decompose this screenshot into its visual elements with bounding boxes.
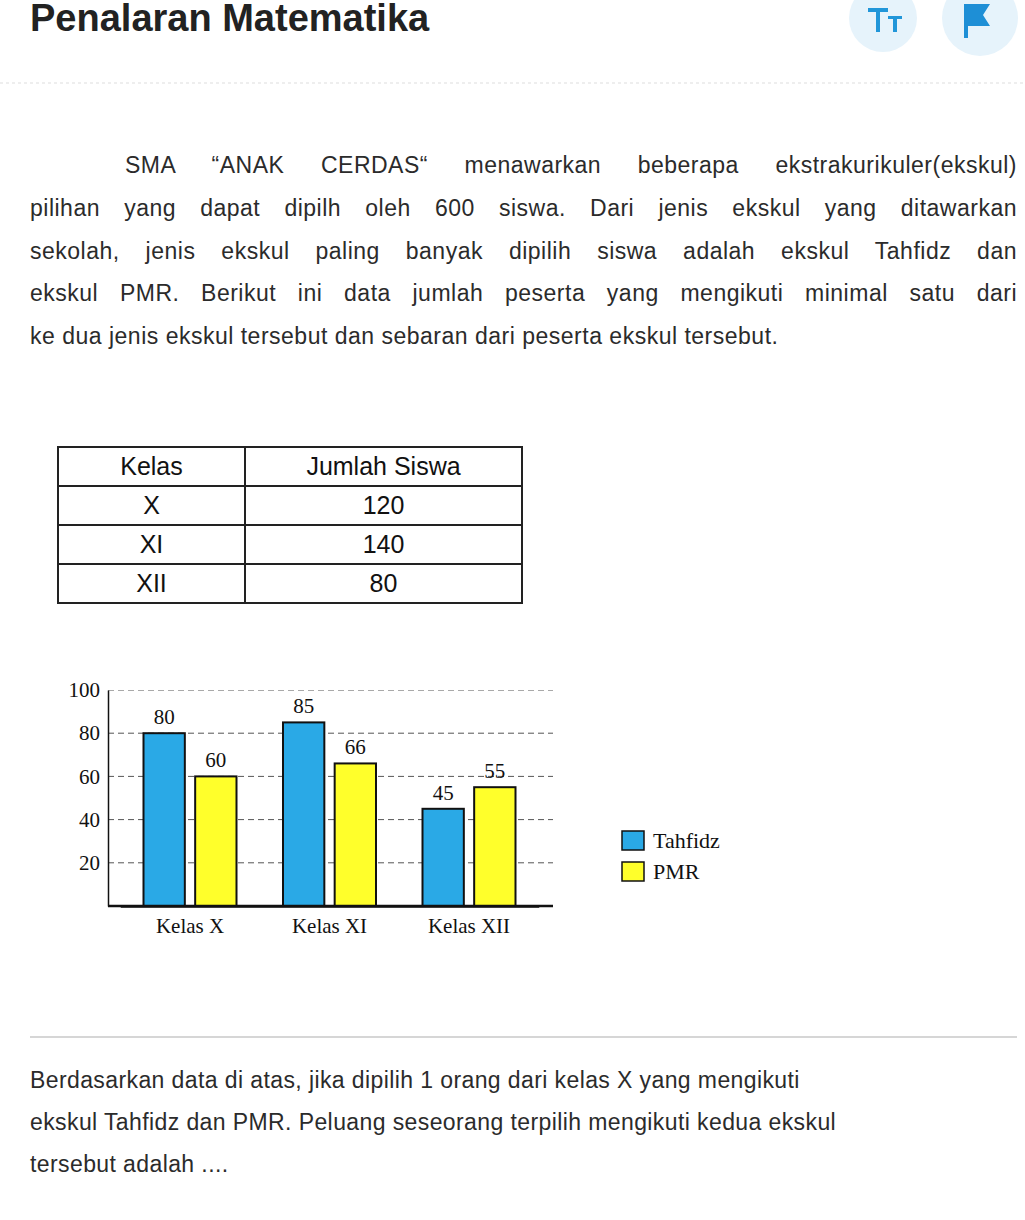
y-axis-line [108, 691, 110, 907]
bar [195, 776, 236, 906]
data-label: 66 [345, 735, 366, 759]
legend-label: PMR [653, 859, 700, 884]
y-tick: 60 [79, 765, 108, 789]
y-tick-label: 40 [79, 808, 100, 832]
question-line: ekskul Tahfidz dan PMR. Peluang seseoran… [30, 1107, 836, 1137]
bar [474, 787, 515, 906]
bar-series [144, 722, 464, 906]
legend-label: Tahfidz [653, 828, 720, 853]
legend-swatch [622, 831, 644, 850]
question-line: Berdasarkan data di atas, jika dipilih 1… [30, 1065, 800, 1095]
x-tick: Kelas X [156, 906, 224, 938]
text-size-button[interactable] [849, 0, 917, 52]
table-header-row: KelasJumlah Siswa [58, 447, 522, 486]
stage: 20406080100Kelas XKelas XIKelas XII80854… [0, 0, 1025, 1220]
x-tick-label: Kelas XII [428, 914, 510, 938]
bar [423, 809, 464, 906]
legend-swatch [622, 862, 644, 881]
data-labels: 60 66 55 [205, 735, 505, 783]
x-axis: Kelas X Kelas XI Kelas XII [121, 906, 540, 938]
plot-area [108, 690, 553, 906]
legend: Tahfidz PMR [622, 828, 720, 884]
passage-line: ke dua jenis ekskul tersebut dan sebaran… [30, 321, 1017, 351]
y-tick: 40 [79, 808, 108, 832]
icon-glyph[interactable] [964, 4, 990, 38]
grid-line [108, 690, 553, 691]
question-line: tersebut adalah .... [30, 1149, 229, 1179]
table-row: X120 [58, 486, 522, 525]
icon-bg[interactable] [849, 0, 917, 52]
bar-series [195, 763, 515, 906]
page: {"header": {"title": "Penalaran Matemati… [0, 0, 1025, 1220]
bar [283, 722, 324, 906]
table-cell: X [58, 486, 245, 525]
y-axis: 20 40 60 80 100 [69, 678, 109, 906]
passage-line: ekskul PMR. Berikut ini data jumlah pese… [30, 278, 1017, 308]
table-cell: 140 [245, 525, 522, 564]
data-table: KelasJumlah SiswaX120XI140XII80 [57, 446, 523, 604]
y-tick: 80 [79, 721, 108, 745]
y-tick-label: 60 [79, 765, 100, 789]
table-header-cell: Jumlah Siswa [245, 447, 522, 486]
table-body: KelasJumlah SiswaX120XI140XII80 [58, 447, 522, 603]
x-tick-label: Kelas X [156, 914, 224, 938]
passage-line: SMA “ANAK CERDAS“ menawarkan beberapa ek… [125, 150, 1017, 180]
x-tick: Kelas XII [428, 906, 510, 938]
data-label: 55 [484, 759, 505, 783]
table-cell: 80 [245, 564, 522, 603]
data-label: 45 [433, 781, 454, 805]
flag-button[interactable] [942, 0, 1018, 56]
table-header-cell: Kelas [58, 447, 245, 486]
data-label: 85 [293, 694, 314, 718]
icon-glyph[interactable] [868, 8, 902, 32]
y-tick-label: 20 [79, 851, 100, 875]
header-divider [0, 83, 1025, 84]
bar [335, 763, 376, 906]
bar [144, 733, 185, 906]
table-cell: XII [58, 564, 245, 603]
y-tick: 20 [79, 851, 108, 875]
y-tick-label: 100 [69, 678, 101, 702]
section-divider [30, 1036, 1017, 1038]
bar-chart: 20 40 60 80 100 Kelas X Kelas XI Kelas XII 80 85 4… [69, 678, 721, 938]
page-title: Penalaran Matematika [30, 0, 429, 42]
y-tick-label: 80 [79, 721, 100, 745]
table-cell: 120 [245, 486, 522, 525]
passage-line: pilihan yang dapat dipilh oleh 600 siswa… [30, 193, 1017, 223]
icon-bg[interactable] [942, 0, 1018, 56]
passage-line: sekolah, jenis ekskul paling banyak dipi… [30, 236, 1017, 266]
y-tick: 100 [69, 678, 109, 702]
table-row: XII80 [58, 564, 522, 603]
data-label: 60 [205, 748, 226, 772]
x-tick: Kelas XI [292, 906, 367, 938]
table-cell: XI [58, 525, 245, 564]
data-label: 80 [154, 705, 175, 729]
table-row: XI140 [58, 525, 522, 564]
data-labels: 80 85 45 [154, 694, 454, 804]
baseline [108, 905, 553, 908]
x-tick-label: Kelas XI [292, 914, 367, 938]
